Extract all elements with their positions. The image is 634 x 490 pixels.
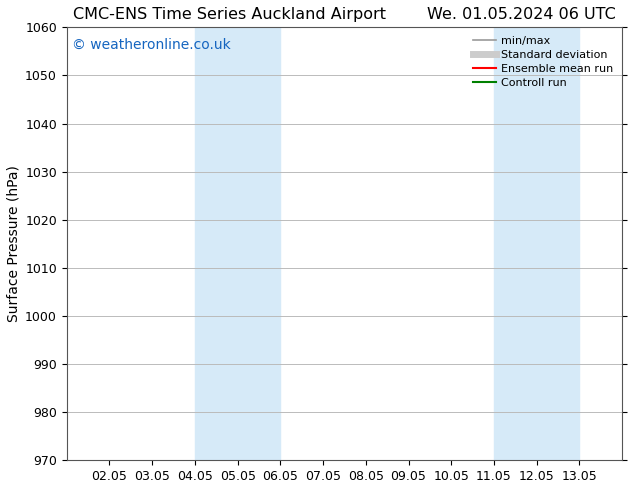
Bar bbox=[494, 27, 579, 460]
Legend: min/max, Standard deviation, Ensemble mean run, Controll run: min/max, Standard deviation, Ensemble me… bbox=[470, 33, 617, 92]
Title: CMC-ENS Time Series Auckland Airport        We. 01.05.2024 06 UTC: CMC-ENS Time Series Auckland Airport We.… bbox=[73, 7, 616, 22]
Y-axis label: Surface Pressure (hPa): Surface Pressure (hPa) bbox=[7, 165, 21, 322]
Bar bbox=[195, 27, 280, 460]
Text: © weatheronline.co.uk: © weatheronline.co.uk bbox=[72, 38, 231, 52]
